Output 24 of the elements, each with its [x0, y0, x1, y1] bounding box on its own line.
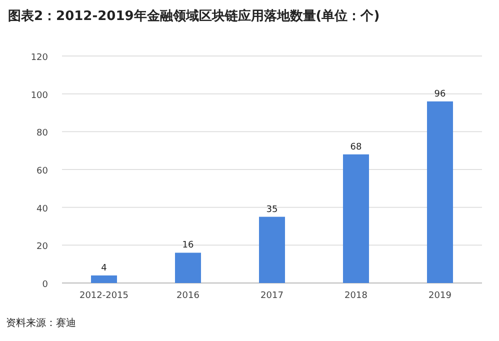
bar: [343, 154, 369, 283]
x-tick-label: 2019: [428, 291, 452, 301]
data-label: 96: [434, 89, 446, 100]
y-tick-label: 20: [36, 242, 48, 252]
bar: [259, 216, 285, 283]
y-tick-label: 40: [36, 204, 48, 214]
data-label: 4: [101, 263, 108, 274]
x-tick-label: 2017: [260, 291, 284, 301]
y-tick-label: 100: [30, 90, 48, 101]
y-tick-label: 0: [42, 280, 48, 290]
y-tick-label: 80: [36, 128, 48, 139]
x-tick-label: 2018: [344, 291, 368, 301]
bar: [175, 252, 201, 283]
chart-title: 图表2：2012-2019年金融领域区块链应用落地数量(单位：个): [8, 8, 380, 24]
data-label: 16: [182, 240, 194, 251]
y-tick-label: 120: [30, 53, 48, 63]
bar: [91, 275, 117, 283]
data-label: 68: [350, 142, 362, 152]
bar: [427, 101, 453, 283]
data-label: 35: [266, 204, 278, 215]
text: 资料来源：赛迪: [6, 317, 76, 329]
y-tick-label: 60: [36, 166, 48, 176]
x-tick-label: 2016: [176, 291, 200, 301]
x-tick-label: 2012-2015: [79, 291, 129, 301]
